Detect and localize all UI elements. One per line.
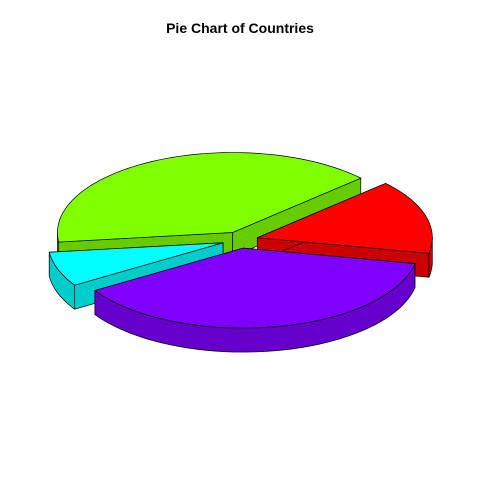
pie-slice-top-1 bbox=[57, 152, 362, 243]
pie-slice-top-0 bbox=[257, 182, 433, 254]
chart-title: Pie Chart of Countries bbox=[166, 20, 314, 36]
pie-slice-top-2 bbox=[48, 242, 224, 286]
pie-slice-3 bbox=[94, 247, 416, 353]
pie-slice-top-3 bbox=[94, 247, 416, 329]
